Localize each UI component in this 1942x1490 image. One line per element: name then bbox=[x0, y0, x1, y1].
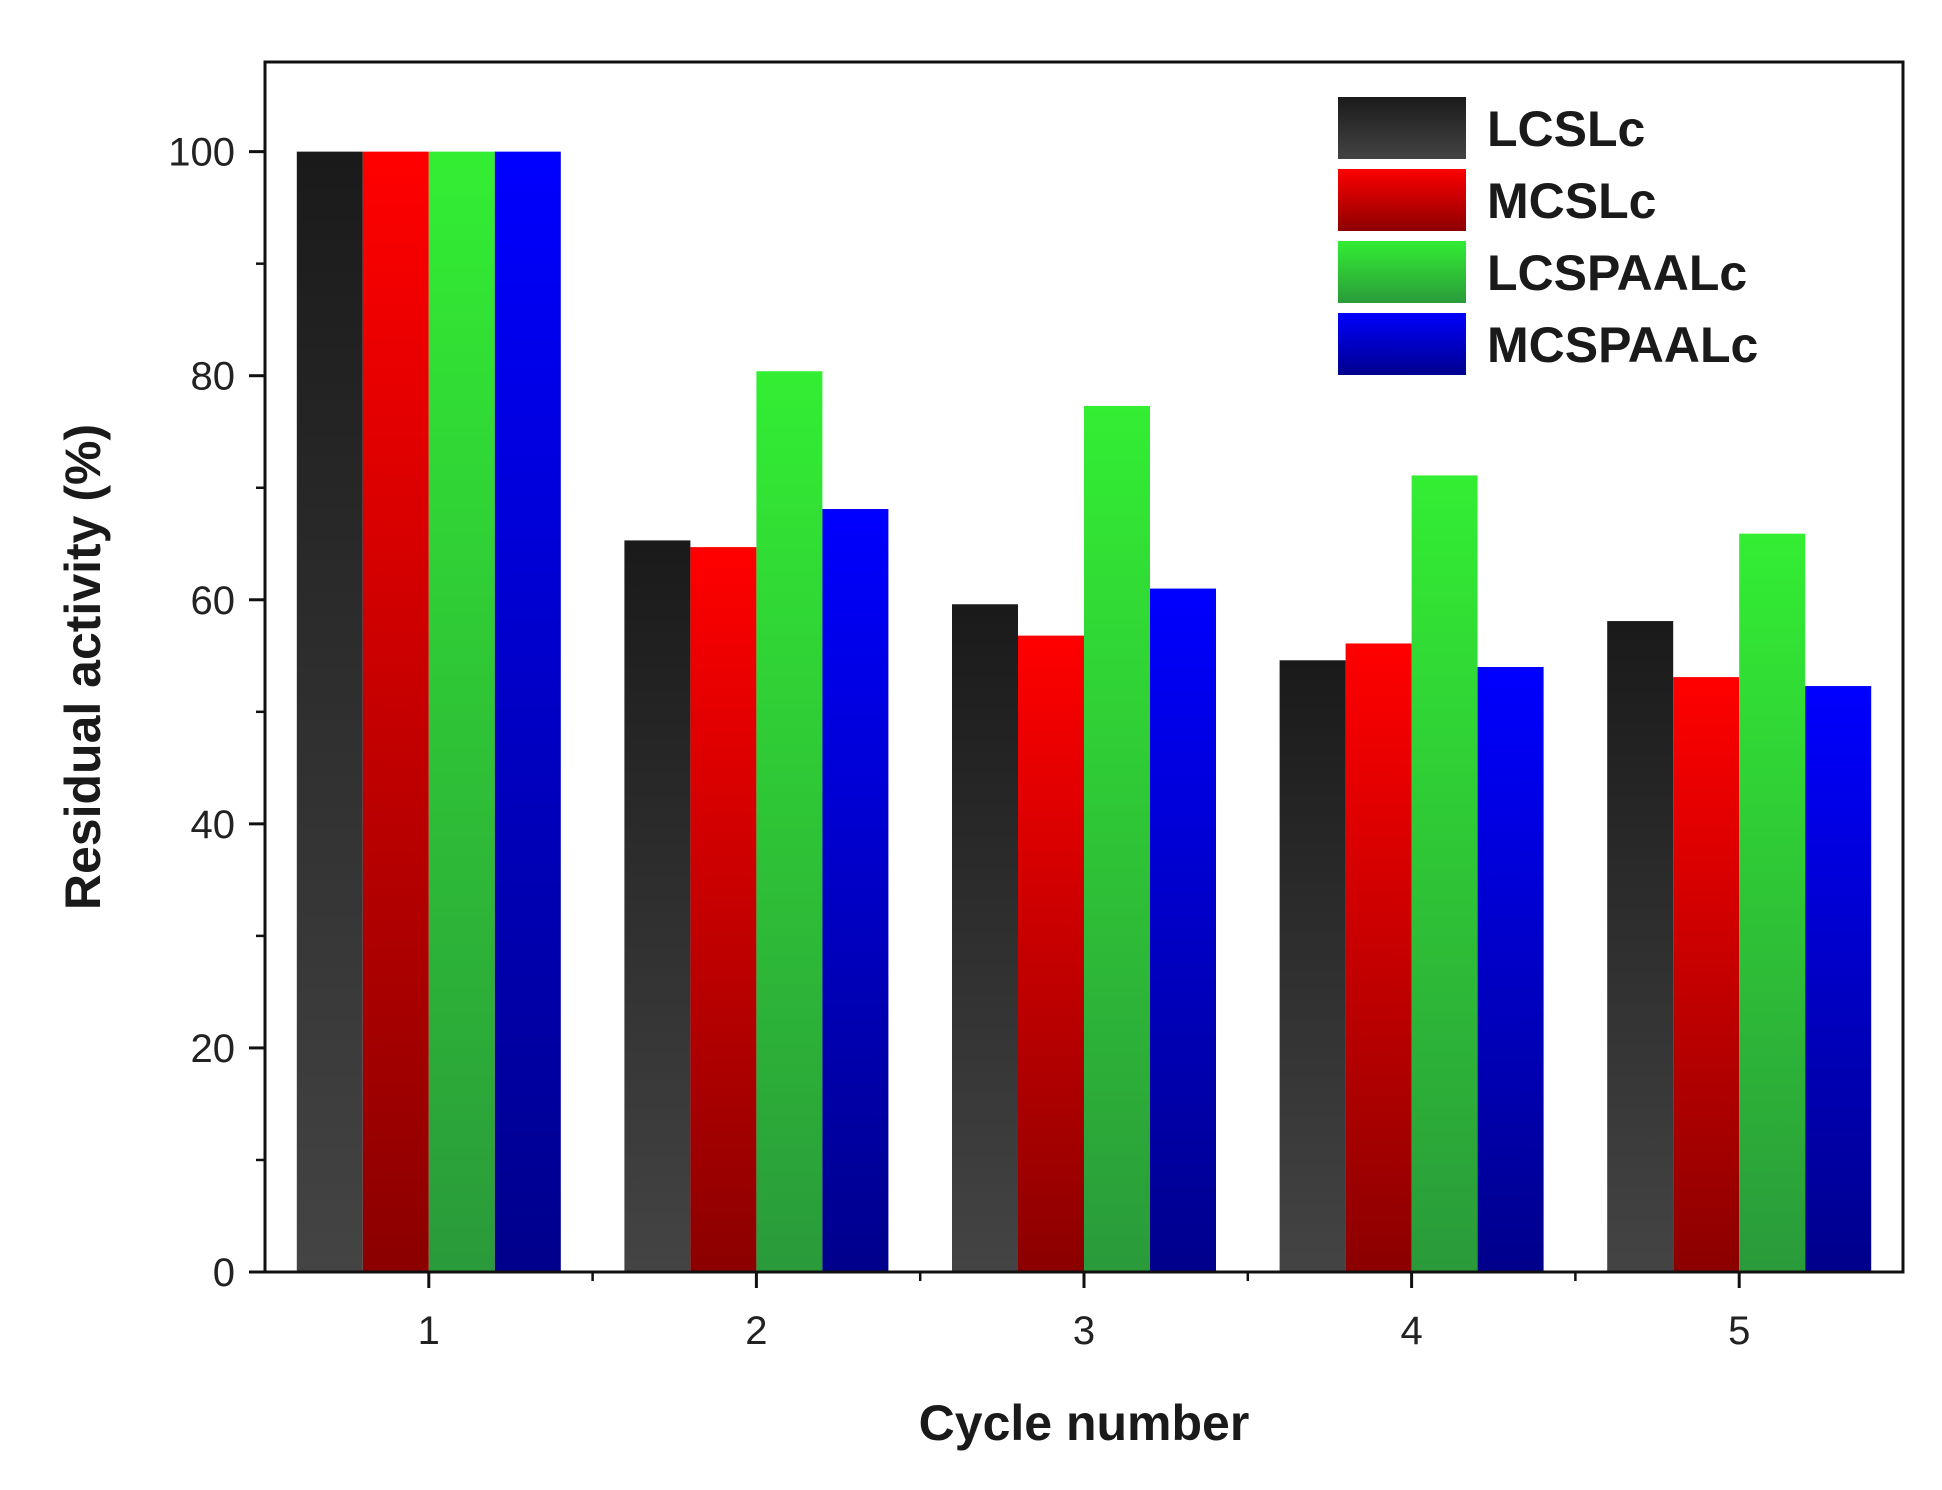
bar-lcslc-cycle-4 bbox=[1279, 660, 1346, 1272]
legend-swatch-mcspaalc bbox=[1336, 311, 1468, 377]
bar-mcspaalc-cycle-2 bbox=[822, 509, 889, 1272]
bars-layer bbox=[296, 151, 1872, 1273]
x-tick-label: 1 bbox=[418, 1309, 440, 1353]
bar-mcslc-cycle-5 bbox=[1673, 677, 1740, 1272]
legend-swatch-lcspaalc bbox=[1336, 239, 1468, 305]
bar-lcspaalc-cycle-2 bbox=[756, 371, 823, 1272]
legend-swatch-mcslc bbox=[1336, 167, 1468, 233]
x-axis-title: Cycle number bbox=[919, 1395, 1250, 1451]
legend-label-mcspaalc: MCSPAALc bbox=[1487, 317, 1758, 373]
legend-label-mcslc: MCSLc bbox=[1487, 173, 1656, 229]
y-axis-title: Residual activity (%) bbox=[55, 424, 111, 910]
y-tick-label: 40 bbox=[191, 803, 236, 847]
legend-label-lcslc: LCSLc bbox=[1487, 101, 1645, 157]
bar-mcspaalc-cycle-1 bbox=[494, 151, 561, 1272]
y-tick-label: 0 bbox=[213, 1251, 235, 1295]
y-tick-label: 100 bbox=[168, 131, 235, 175]
legend: LCSLc MCSLc LCSPAALc MCSPAALc bbox=[1336, 95, 1758, 377]
x-tick-label: 4 bbox=[1400, 1309, 1422, 1353]
bar-mcslc-cycle-3 bbox=[1018, 635, 1084, 1272]
legend-swatch-lcslc bbox=[1336, 95, 1468, 161]
bar-lcslc-cycle-5 bbox=[1607, 621, 1674, 1272]
axes-layer: 0 20 40 60 80 100 1 2 3 4 5 bbox=[168, 131, 1750, 1353]
bar-mcslc-cycle-1 bbox=[362, 151, 429, 1272]
y-tick-label: 20 bbox=[191, 1027, 236, 1071]
bar-lcslc-cycle-2 bbox=[624, 540, 691, 1272]
bar-lcspaalc-cycle-4 bbox=[1411, 475, 1478, 1273]
bar-mcspaalc-cycle-3 bbox=[1150, 588, 1216, 1272]
x-tick-label: 3 bbox=[1073, 1309, 1095, 1353]
bar-lcspaalc-cycle-3 bbox=[1084, 405, 1150, 1272]
bar-lcslc-cycle-1 bbox=[296, 151, 363, 1272]
bar-mcspaalc-cycle-4 bbox=[1477, 667, 1544, 1272]
bar-mcslc-cycle-4 bbox=[1345, 643, 1412, 1272]
legend-label-lcspaalc: LCSPAALc bbox=[1487, 245, 1747, 301]
y-tick-label: 80 bbox=[191, 355, 236, 399]
bar-lcslc-cycle-3 bbox=[952, 604, 1018, 1272]
x-tick-label: 2 bbox=[745, 1309, 767, 1353]
y-tick-label: 60 bbox=[191, 579, 236, 623]
x-tick-label: 5 bbox=[1728, 1309, 1750, 1353]
bar-lcspaalc-cycle-1 bbox=[428, 151, 495, 1272]
bar-lcspaalc-cycle-5 bbox=[1739, 533, 1806, 1272]
bar-mcspaalc-cycle-5 bbox=[1805, 686, 1872, 1272]
bar-mcslc-cycle-2 bbox=[690, 547, 757, 1272]
